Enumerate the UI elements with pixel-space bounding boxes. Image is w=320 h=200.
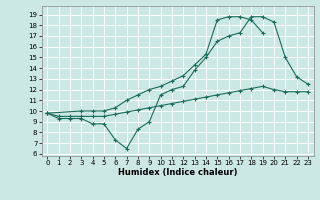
- X-axis label: Humidex (Indice chaleur): Humidex (Indice chaleur): [118, 168, 237, 177]
